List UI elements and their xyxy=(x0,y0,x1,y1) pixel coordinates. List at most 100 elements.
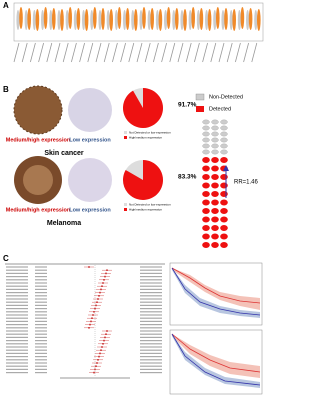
oval xyxy=(202,182,210,189)
low-label: Low expression xyxy=(69,137,111,143)
violin xyxy=(76,8,81,30)
point xyxy=(96,301,98,303)
row-text xyxy=(140,266,162,268)
row-text xyxy=(6,365,28,367)
point xyxy=(100,349,102,351)
x-tick xyxy=(210,42,217,63)
row-text xyxy=(140,272,162,274)
violin xyxy=(16,10,20,30)
violin xyxy=(114,10,118,30)
high-label: Medium/high expression xyxy=(6,207,71,213)
row-text xyxy=(35,340,47,342)
row-text xyxy=(140,327,162,329)
violin xyxy=(123,10,127,30)
x-tick xyxy=(185,42,192,63)
row-text xyxy=(140,352,162,354)
point xyxy=(101,285,103,287)
x-tick xyxy=(71,42,77,63)
violin xyxy=(175,8,179,30)
row-text xyxy=(35,324,47,326)
point xyxy=(95,304,97,307)
km-frame xyxy=(169,329,263,395)
row-text xyxy=(140,311,162,313)
oval xyxy=(202,174,210,180)
tissue-name: Skin cancer xyxy=(44,150,84,157)
oval xyxy=(202,119,210,125)
oval xyxy=(211,242,219,248)
row-text xyxy=(140,304,162,306)
row-text xyxy=(35,301,47,303)
point xyxy=(98,355,100,358)
violin xyxy=(73,10,77,30)
row-text xyxy=(140,333,162,335)
row-text xyxy=(140,372,162,374)
violin xyxy=(52,8,56,30)
row-text xyxy=(140,336,162,338)
row-text xyxy=(140,356,162,358)
violin-frame xyxy=(13,2,264,42)
row-text xyxy=(140,346,162,348)
point xyxy=(96,362,98,364)
violin xyxy=(98,10,102,30)
km-curve xyxy=(171,333,261,373)
oval xyxy=(211,208,219,214)
oval xyxy=(202,125,210,131)
violin xyxy=(84,9,89,31)
row-text xyxy=(140,340,162,342)
row-text xyxy=(140,320,162,322)
violin xyxy=(24,10,28,30)
oval xyxy=(211,191,219,197)
row-text xyxy=(6,285,28,287)
violin xyxy=(196,10,200,30)
point xyxy=(104,275,106,278)
violin xyxy=(147,10,151,30)
violin xyxy=(19,7,23,29)
violin xyxy=(254,10,258,30)
tissue-image xyxy=(68,88,112,132)
oval xyxy=(220,216,228,223)
violin xyxy=(183,9,187,31)
row-text xyxy=(35,327,47,329)
tissue-image xyxy=(68,158,112,202)
row-text xyxy=(140,343,162,345)
x-tick xyxy=(21,42,28,63)
oval xyxy=(202,165,210,172)
legend-swatch xyxy=(195,93,205,101)
violin xyxy=(205,10,209,30)
row-text xyxy=(140,298,162,300)
row-text xyxy=(6,340,28,342)
point xyxy=(100,288,102,291)
point xyxy=(105,333,107,335)
oval xyxy=(202,143,210,149)
pie-label: 83.3% xyxy=(178,174,197,181)
x-tick xyxy=(112,42,118,63)
violin xyxy=(191,7,195,29)
oval xyxy=(202,216,210,223)
tissue-texture xyxy=(23,165,53,195)
x-tick xyxy=(243,42,249,63)
legend-swatch xyxy=(124,136,127,139)
x-tick xyxy=(38,42,44,63)
row-text xyxy=(6,269,28,271)
row-text xyxy=(35,276,47,278)
row-text xyxy=(6,324,28,326)
panel-label: C xyxy=(3,254,9,263)
point xyxy=(106,269,108,271)
row-text xyxy=(140,292,162,294)
row-text xyxy=(35,266,47,268)
oval xyxy=(202,199,210,206)
oval xyxy=(211,131,219,137)
row-text xyxy=(35,304,47,306)
row-text xyxy=(140,349,162,351)
violin xyxy=(213,10,217,30)
point xyxy=(92,314,94,316)
row-text xyxy=(6,352,28,354)
violin xyxy=(125,8,130,30)
row-text xyxy=(6,368,28,370)
violin xyxy=(216,7,220,29)
oval xyxy=(211,137,219,143)
violin xyxy=(232,9,236,31)
row-text xyxy=(140,314,162,316)
x-tick xyxy=(194,42,200,63)
row-text xyxy=(6,272,28,274)
